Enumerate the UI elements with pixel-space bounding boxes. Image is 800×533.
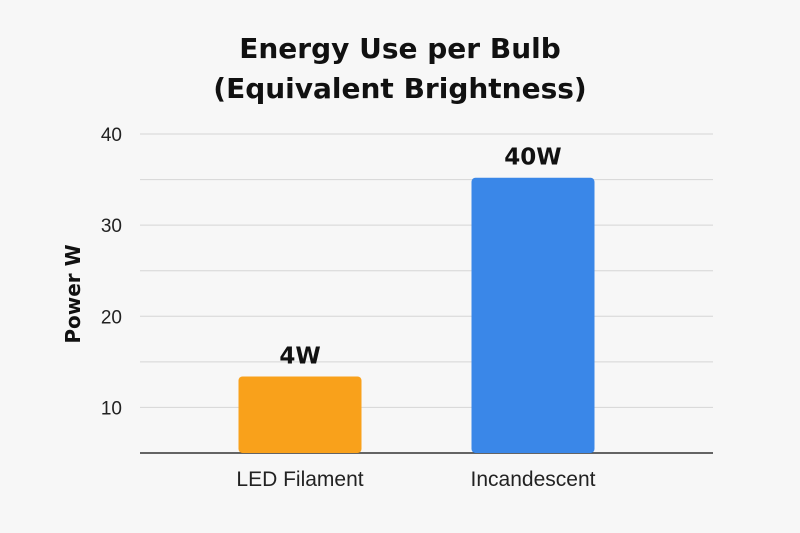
bar-incandescent	[471, 177, 595, 453]
data-label: 40W	[504, 145, 561, 171]
x-tick-label: LED Filament	[236, 468, 363, 491]
chart-title-line-1: Energy Use per Bulb	[239, 32, 561, 65]
y-tick-label: 10	[101, 398, 122, 419]
x-tick-label: Incandescent	[471, 468, 596, 491]
y-tick-label: 30	[101, 216, 122, 237]
data-label: 4W	[279, 343, 320, 369]
bar-led-filament	[238, 376, 362, 453]
y-axis-label: Power W	[61, 244, 85, 343]
y-tick-label: 40	[101, 125, 122, 146]
y-tick-label: 20	[101, 307, 122, 328]
chart-title-line-2: (Equivalent Brightness)	[213, 72, 586, 105]
